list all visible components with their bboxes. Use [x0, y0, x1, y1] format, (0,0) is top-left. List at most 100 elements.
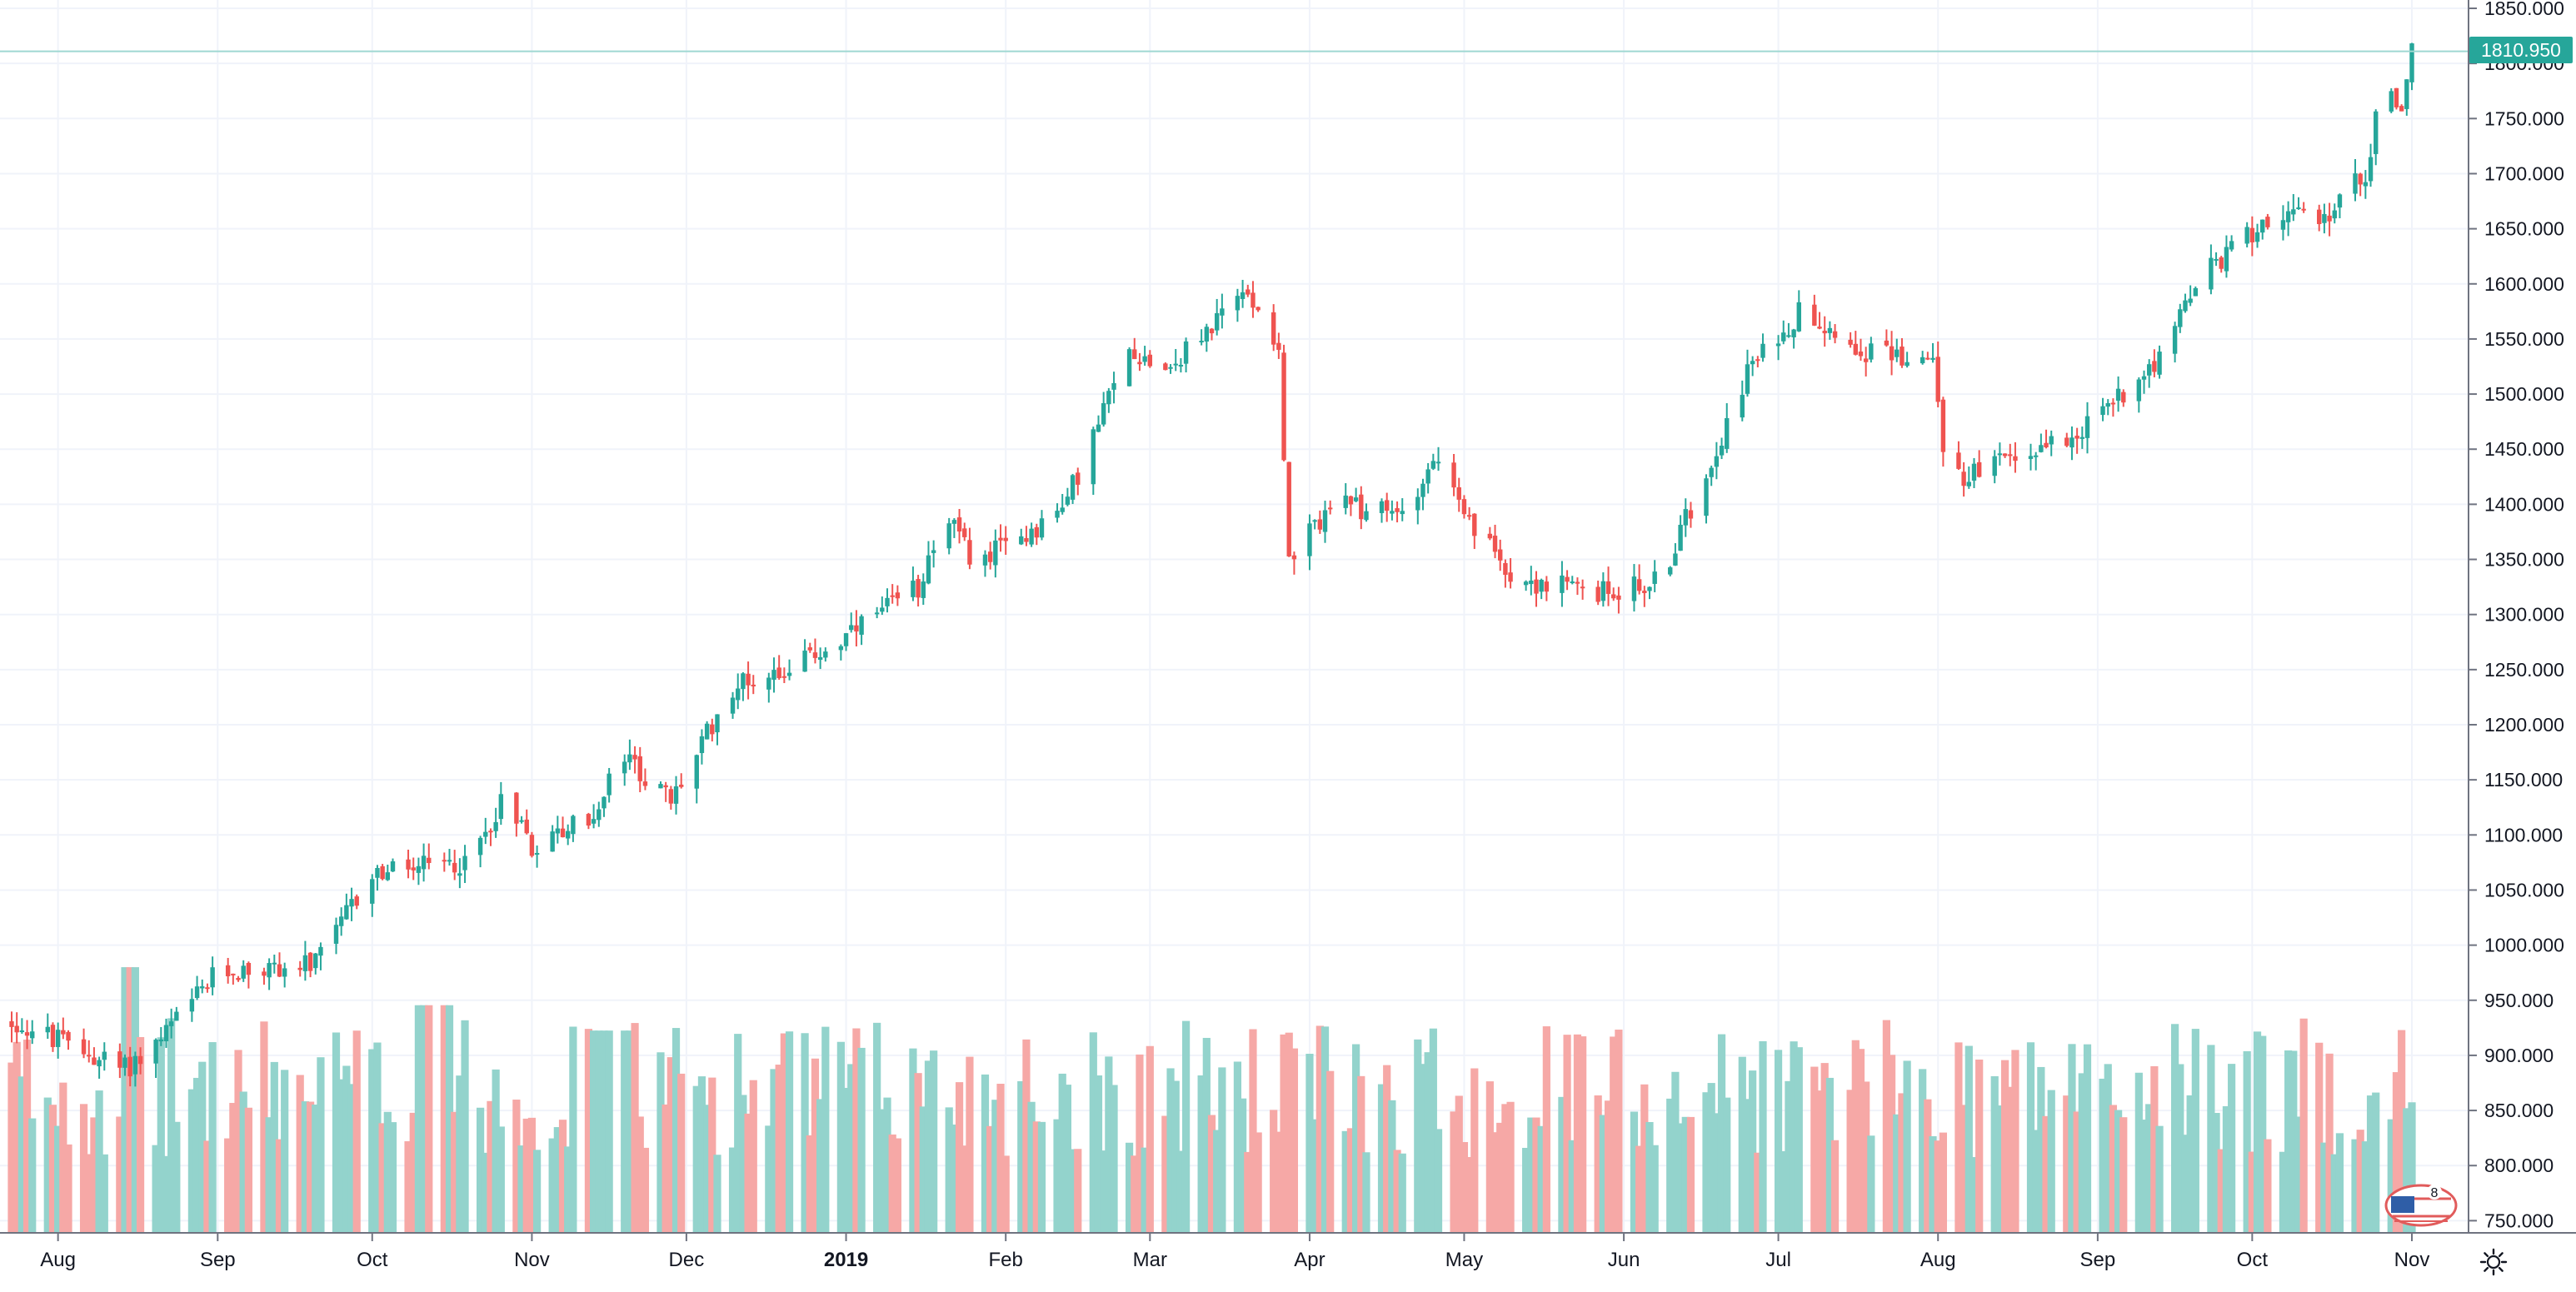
chart-settings-button[interactable]	[2471, 1240, 2516, 1285]
volume-bar	[1759, 1040, 1767, 1233]
candle-body	[586, 814, 592, 826]
volume-bar	[2408, 1102, 2416, 1233]
candle-body	[1889, 346, 1895, 361]
volume-bar	[996, 1084, 1005, 1233]
candle-body	[1466, 515, 1472, 517]
volume-bar	[2155, 1125, 2164, 1233]
volume-bar	[2259, 1035, 2267, 1233]
volume-bar	[2222, 1105, 2231, 1233]
volume-bar	[1774, 1050, 1783, 1233]
candle-body	[1235, 296, 1241, 311]
candle-body	[1796, 302, 1802, 332]
volume-bar	[821, 1026, 830, 1233]
volume-bar	[378, 1123, 387, 1233]
volume-bar	[713, 1155, 721, 1233]
volume-bar	[1862, 1081, 1870, 1233]
volume-bar	[1610, 1036, 1618, 1233]
volume-bar	[337, 1079, 346, 1233]
volume-bar	[857, 1047, 866, 1233]
candle-body	[236, 977, 241, 980]
volume-bar	[2294, 1116, 2303, 1233]
candle-body	[776, 667, 781, 679]
volume-bar	[893, 1138, 901, 1233]
candle-body	[1755, 359, 1760, 362]
candle-body	[9, 1020, 14, 1027]
time-axis-background[interactable]	[0, 1234, 2469, 1288]
candle-body	[1487, 533, 1493, 539]
volume-bar	[1233, 1061, 1242, 1233]
candle-body	[1096, 424, 1101, 432]
time-tick-label: 2019	[824, 1249, 868, 1271]
volume-bar	[744, 1113, 752, 1233]
volume-bar	[1074, 1149, 1082, 1233]
candle-body	[1997, 453, 2003, 456]
volume-bar	[388, 1122, 397, 1233]
candle-body	[354, 896, 359, 906]
candle-body	[1925, 357, 1930, 360]
volume-bar	[1434, 1129, 1443, 1233]
volume-bar	[1063, 1085, 1071, 1233]
candle-body	[1034, 526, 1040, 538]
candle-body	[246, 962, 252, 975]
volume-bar	[275, 1139, 284, 1233]
volume-bar	[2315, 1042, 2324, 1233]
candle-body	[2141, 376, 2147, 380]
volume-bar	[1290, 1048, 1299, 1233]
volume-bar	[1310, 1119, 1319, 1233]
volume-bar	[621, 1030, 629, 1233]
candle-body	[87, 1055, 92, 1057]
candle-body	[2332, 210, 2337, 219]
volume-bar	[2366, 1095, 2375, 1233]
candle-body	[122, 1057, 127, 1068]
candle-body	[1745, 364, 1750, 394]
candle-body	[2224, 247, 2229, 272]
volume-bar	[1934, 1140, 1942, 1233]
volume-bar	[1542, 1026, 1550, 1233]
volume-bar	[1506, 1101, 1515, 1233]
candle-body	[1791, 329, 1796, 337]
time-tick-label: Mar	[1133, 1249, 1167, 1271]
volume-bar	[43, 1097, 52, 1233]
volume-bar	[54, 1125, 62, 1233]
volume-bar	[162, 1155, 171, 1233]
price-tick-label: 1450.000	[2484, 438, 2564, 460]
candle-body	[1322, 510, 1328, 532]
candle-body	[1029, 528, 1034, 545]
volume-bar	[224, 1138, 232, 1233]
candle-body	[1683, 509, 1688, 526]
volume-bar	[1630, 1111, 1639, 1233]
candle-body	[946, 523, 951, 549]
candle-body	[483, 831, 488, 837]
candle-body	[637, 756, 642, 781]
candle-body	[1256, 307, 1261, 311]
volume-bar	[955, 1082, 964, 1233]
candle-body	[838, 646, 844, 651]
volume-bar	[569, 1026, 577, 1233]
volume-bar	[1429, 1028, 1437, 1233]
candle-body	[2327, 215, 2332, 222]
candle-body	[967, 540, 972, 565]
volume-bar	[527, 1117, 537, 1233]
candle-body	[2064, 437, 2069, 446]
candle-body	[519, 820, 524, 822]
volume-bar	[451, 1111, 459, 1233]
volume-bar	[368, 1049, 377, 1233]
price-tick-label: 1100.000	[2484, 824, 2563, 846]
volume-bar	[1846, 1090, 1855, 1233]
candle-body	[2280, 220, 2286, 230]
candle-body	[1971, 463, 1977, 481]
candle-body	[277, 964, 282, 977]
candle-body	[1415, 496, 1420, 511]
svg-text:8: 8	[2431, 1186, 2439, 1200]
volume-bar	[1207, 1115, 1216, 1233]
price-axis-background[interactable]	[2469, 0, 2576, 1233]
candle-body	[849, 625, 854, 631]
volume-bar	[2119, 1117, 2128, 1233]
flag-logo-icon[interactable]: 8	[2384, 1184, 2458, 1227]
grid-lines	[0, 0, 2469, 1233]
candle-body	[1359, 494, 1364, 520]
candle-body	[746, 673, 751, 686]
candle-body	[1276, 342, 1281, 350]
